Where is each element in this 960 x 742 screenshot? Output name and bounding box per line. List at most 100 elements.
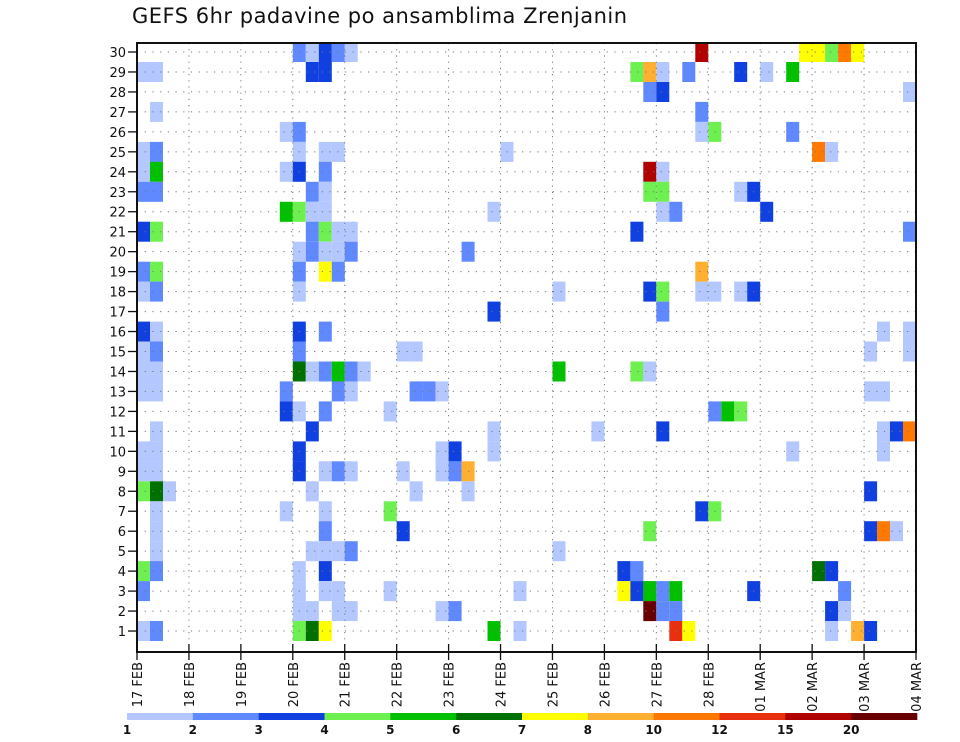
heatmap-cell [137,62,150,82]
heatmap-cell [825,561,839,582]
heatmap-cell [617,561,631,582]
heatmap-cell [448,601,462,622]
heatmap-cell [305,221,319,242]
heatmap-cell [643,62,657,82]
heatmap-cell [552,541,566,562]
heatmap-cell [150,561,163,582]
colorbar-label: 3 [254,723,262,737]
heatmap-cell [734,62,748,82]
heatmap-cell [383,581,397,602]
x-tick-label: 03 MAR [858,662,873,712]
heatmap-cell [318,62,332,82]
heatmap-cell [864,621,878,641]
heatmap-cell [318,201,332,222]
heatmap-cell [137,621,150,641]
heatmap-cell [137,381,150,402]
y-tick-label: 30 [109,46,126,61]
heatmap-cell [305,541,319,562]
heatmap-cell [864,381,878,402]
heatmap-cell [150,281,163,302]
colorbar-swatch [324,713,391,720]
heatmap-cell [305,43,319,62]
heatmap-cell [344,241,358,262]
colorbar-swatch [456,713,523,720]
heatmap-cell [877,381,890,402]
heatmap-cell [643,181,657,202]
heatmap-cell [137,361,150,382]
heatmap-cell [877,441,890,462]
y-tick-label: 13 [109,385,126,400]
y-tick-label: 15 [109,346,126,361]
heatmap-cell [357,361,371,382]
heatmap-cell [318,221,332,242]
heatmap-cell [903,321,916,342]
heatmap-cell [137,561,150,582]
heatmap-cell [435,601,449,622]
heatmap-cell [137,321,150,342]
heatmap-cell [305,181,319,202]
y-tick-label: 5 [118,545,126,560]
heatmap-cell [318,361,332,382]
heatmap-cell [305,421,319,442]
heatmap-cell [630,62,644,82]
y-tick-label: 27 [109,106,126,121]
heatmap-cell [487,201,501,222]
heatmap-cell [760,62,774,82]
y-tick-label: 23 [109,186,126,201]
heatmap-cell [877,521,890,542]
heatmap-cell [435,441,449,462]
heatmap-cell [150,481,163,502]
y-tick-label: 28 [109,86,126,101]
heatmap-cell [825,621,839,641]
x-tick-label: 01 MAR [754,662,769,712]
y-axis: 1234567891011121314151617181920212223242… [109,46,137,640]
heatmap-cell [137,341,150,362]
y-tick-label: 24 [109,166,126,181]
x-tick-label: 22 FEB [391,662,406,707]
y-tick-label: 2 [118,605,126,620]
y-tick-label: 12 [109,405,126,420]
colorbar-swatch [719,713,786,720]
heatmap-cell [318,621,332,641]
y-tick-label: 22 [109,206,126,221]
colorbar-label: 20 [843,723,860,737]
heatmap-cell [734,281,748,302]
heatmap-cell [448,461,462,482]
heatmap-cell [643,82,657,102]
heatmap-cell [487,301,501,322]
heatmap-cell [383,501,397,522]
plot-frame [136,42,917,653]
heatmap-cell [318,501,332,522]
colorbar-swatch [653,713,720,720]
y-tick-label: 29 [109,66,126,81]
heatmap-cell [318,541,332,562]
heatmap-cell [137,281,150,302]
heatmap-cell [864,481,878,502]
heatmap-cell [344,43,358,62]
heatmap-cell [695,281,709,302]
heatmap-cell [318,181,332,202]
heatmap-cell [903,421,916,442]
heatmap-cell [305,201,319,222]
x-tick-label: 18 FEB [183,662,198,707]
heatmap-cell [877,321,890,342]
heatmap-cell [318,561,332,582]
colorbar-label: 4 [320,723,328,737]
heatmap-cell [812,561,826,582]
heatmap-cell [721,401,735,422]
heatmap-cell [656,201,670,222]
heatmap-cell [409,481,423,502]
heatmap-cell [318,43,332,62]
heatmap-cell [318,521,332,542]
colorbar-swatch [258,713,325,720]
heatmap-cell [513,581,527,602]
x-tick-label: 02 MAR [806,662,821,712]
heatmap-cell [318,401,332,422]
heatmap-cell [305,601,319,622]
heatmap-cell [318,581,332,602]
heatmap-cell [150,621,163,641]
heatmap-cell [656,62,670,82]
heatmap-cell [487,621,501,641]
y-tick-label: 10 [109,445,126,460]
heatmap-cell [513,621,527,641]
